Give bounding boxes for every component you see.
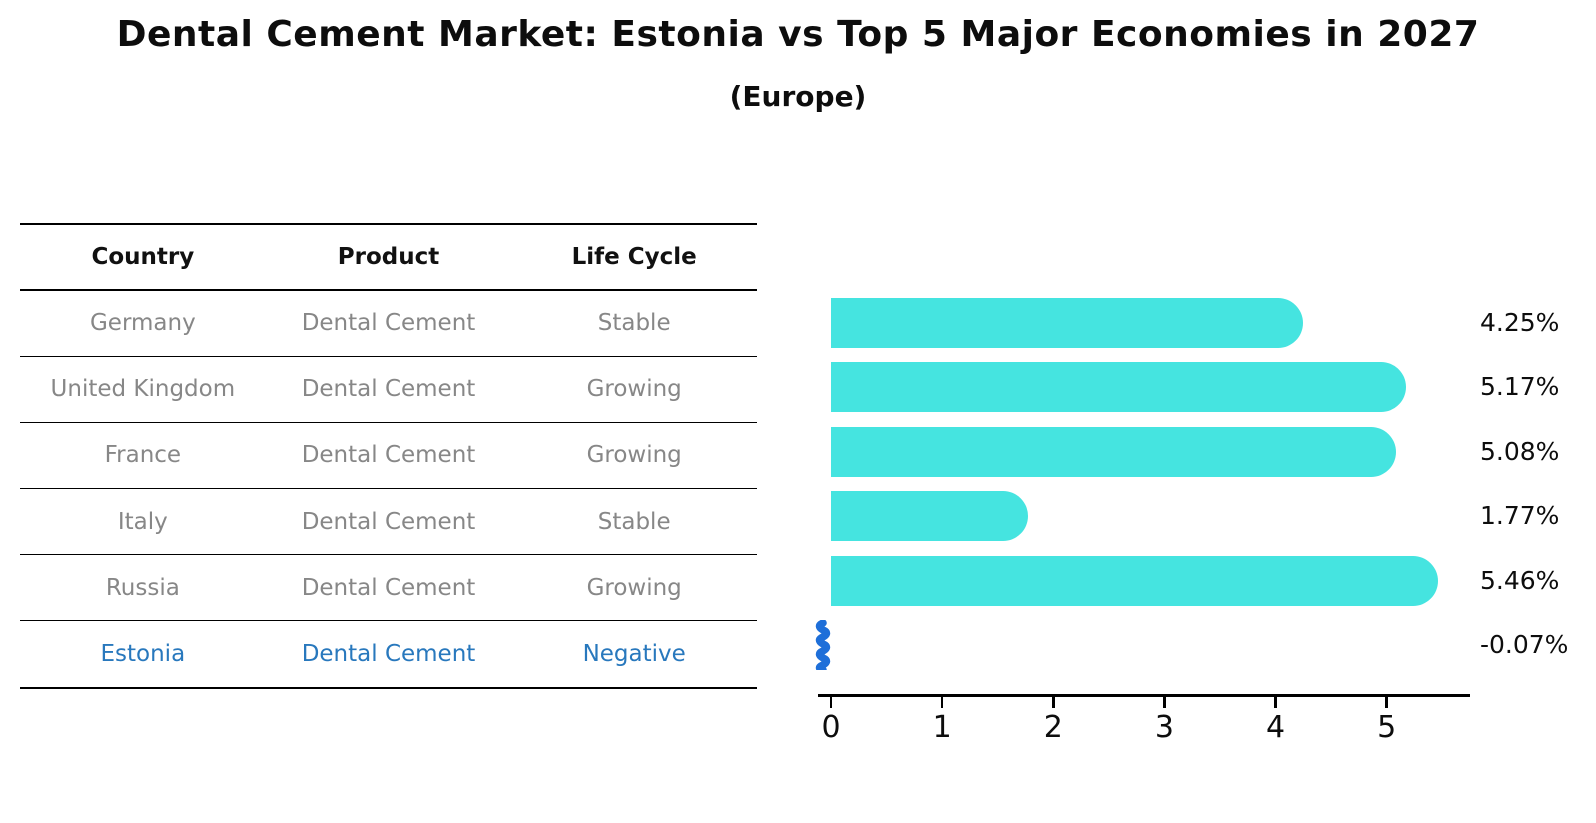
x-axis-tick-label: 3 [1154, 710, 1174, 745]
x-axis-tick-label: 0 [821, 710, 841, 745]
bar-france [831, 426, 1396, 477]
bar-value-label: 1.77% [1480, 501, 1560, 530]
chart-title: Dental Cement Market: Estonia vs Top 5 M… [116, 14, 1480, 55]
x-axis: 0 1 2 3 4 5 [818, 694, 1470, 754]
table-cell-product: Dental Cement [301, 310, 476, 337]
table-cell-life-cycle: Growing [586, 376, 682, 403]
table-header-lifecycle: Life Cycle [571, 243, 697, 270]
x-axis-tickmark [1052, 697, 1055, 708]
table-row: Germany Dental Cement Stable [20, 291, 757, 357]
table-cell-product: Dental Cement [301, 574, 476, 601]
x-axis-tickmark [829, 697, 833, 708]
x-axis-tickmark [1163, 697, 1166, 708]
table-row: Estonia Dental Cement Negative [20, 621, 757, 689]
table-cell-life-cycle: Negative [582, 641, 686, 668]
country-table: Country Product Life Cycle Germany Dental… [20, 223, 757, 689]
table-header-row: Country Product Life Cycle [20, 225, 757, 291]
table-cell-life-cycle: Stable [597, 310, 671, 337]
table-header-country: Country [91, 243, 195, 270]
table-row: Italy Dental Cement Stable [20, 489, 757, 556]
table-cell-product: Dental Cement [301, 442, 476, 469]
bar-value-label: 4.25% [1480, 307, 1560, 337]
x-axis-tickmark [1385, 697, 1388, 708]
bar-united-kingdom [831, 362, 1406, 412]
table-cell-country: Germany [89, 310, 196, 337]
x-axis-tick-label: 2 [1043, 710, 1063, 745]
table-cell-country: France [104, 442, 182, 469]
x-axis-tickmark [940, 697, 944, 708]
negative-bar-estonia [814, 619, 832, 674]
x-axis-tick-label: 4 [1265, 710, 1286, 745]
chart-subtitle: (Europe) [729, 80, 867, 113]
bar-value-label: -0.07% [1480, 630, 1569, 659]
bar-chart-plot-area [815, 290, 1470, 697]
table-cell-life-cycle: Stable [597, 508, 671, 535]
bar-value-label: 5.46% [1480, 565, 1560, 595]
table-cell-country: Russia [105, 574, 180, 601]
bar-germany [831, 297, 1304, 348]
table-cell-life-cycle: Growing [586, 574, 682, 601]
x-axis-tickmark [1274, 697, 1277, 708]
bar-value-label: 5.08% [1480, 436, 1560, 466]
bar-value-label: 5.17% [1480, 372, 1560, 401]
table-row: France Dental Cement Growing [20, 423, 757, 490]
table-cell-product: Dental Cement [301, 508, 476, 535]
table-body: Germany Dental Cement Stable United Kingdom… [20, 291, 757, 689]
value-label-column: 4.25% 5.17% 5.08% 1.77% 5.46% -0.07% [1480, 290, 1596, 694]
table-header-product: Product [337, 243, 440, 270]
x-axis-tick-label: 5 [1377, 710, 1397, 745]
x-axis-tick-label: 1 [932, 710, 952, 745]
table-row: Russia Dental Cement Growing [20, 555, 757, 622]
bar-russia [831, 555, 1438, 606]
table-cell-country: Estonia [100, 641, 186, 668]
bar-italy [831, 491, 1028, 541]
table-cell-life-cycle: Growing [586, 442, 682, 469]
table-cell-country: United Kingdom [50, 376, 236, 403]
table-cell-country: Italy [117, 508, 168, 535]
table-cell-product: Dental Cement [301, 641, 476, 668]
table-row: United Kingdom Dental Cement Growing [20, 357, 757, 423]
table-cell-product: Dental Cement [301, 376, 476, 403]
